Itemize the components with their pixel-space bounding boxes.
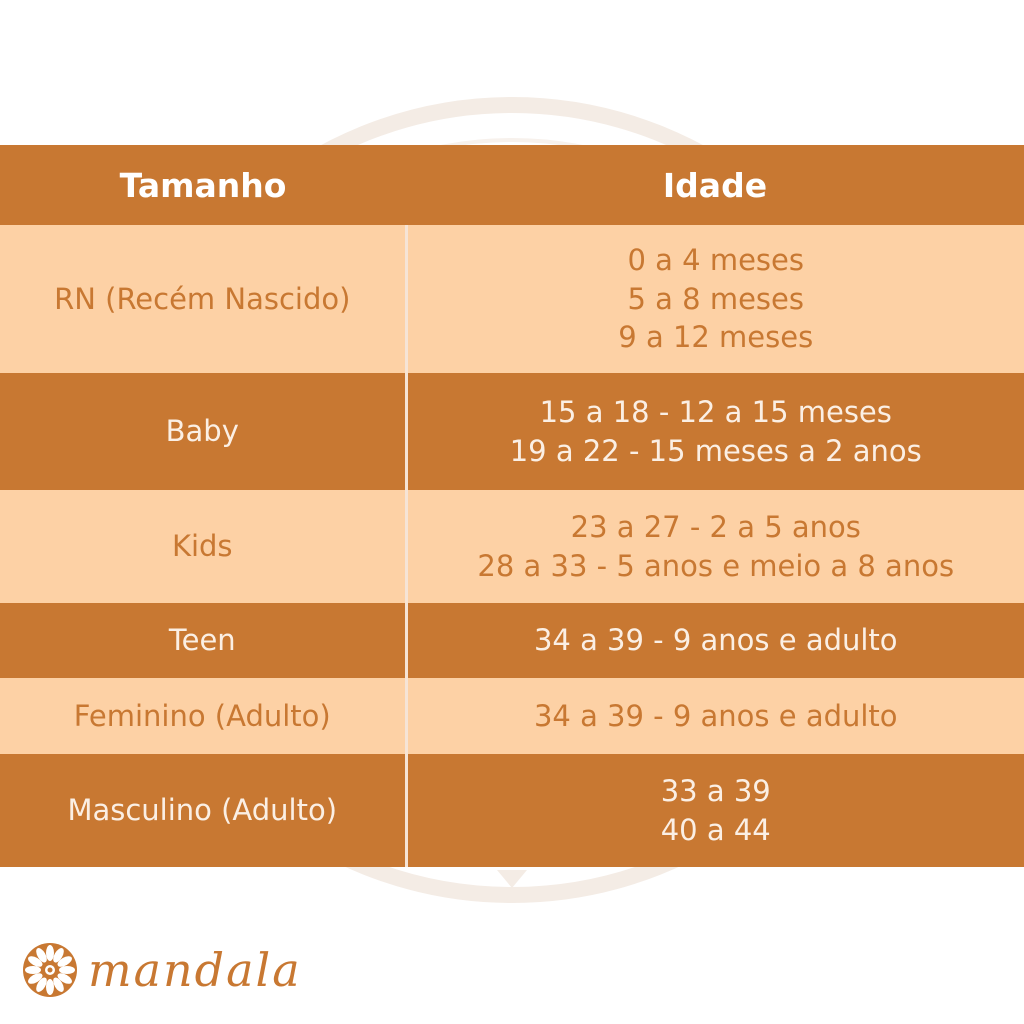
header-idade: Idade [662,165,768,205]
mandala-flower-icon [23,943,77,997]
age-line: 15 a 18 - 12 a 15 meses [539,395,892,429]
table-row: Teen 34 a 39 - 9 anos e adulto [0,603,1024,678]
age-cell: 34 a 39 - 9 anos e adulto [406,678,1024,754]
age-line: 28 a 33 - 5 anos e meio a 8 anos [477,548,955,583]
size-chart-table: Tamanho Idade RN (Recém Nascido) 0 a 4 m… [0,145,1024,867]
table-row: Masculino (Adulto) 33 a 39 40 a 44 [0,754,1024,867]
brand-name: mandala [88,943,302,997]
table-row: Baby 15 a 18 - 12 a 15 meses 19 a 22 - 1… [0,373,1024,490]
table-row: Feminino (Adulto) 34 a 39 - 9 anos e adu… [0,678,1024,754]
size-cell: Teen [0,603,408,678]
age-line: 5 a 8 meses [627,281,804,316]
age-line: 19 a 22 - 15 meses a 2 anos [509,433,922,468]
age-cell: 33 a 39 40 a 44 [406,754,1024,867]
age-line: 0 a 4 meses [627,243,804,278]
age-cell: 23 a 27 - 2 a 5 anos 28 a 33 - 5 anos e … [406,490,1024,603]
age-cell: 34 a 39 - 9 anos e adulto [406,603,1024,678]
table-header-row: Tamanho Idade [0,145,1024,225]
age-cell: 15 a 18 - 12 a 15 meses 19 a 22 - 15 mes… [406,373,1024,490]
table-row: RN (Recém Nascido) 0 a 4 meses 5 a 8 mes… [0,225,1024,373]
age-line: 33 a 39 [660,774,771,808]
age-cell: 0 a 4 meses 5 a 8 meses 9 a 12 meses [406,225,1024,373]
size-cell: Kids [0,490,408,603]
size-cell: Masculino (Adulto) [0,754,408,867]
age-line: 34 a 39 - 9 anos e adulto [533,698,898,733]
table-row: Kids 23 a 27 - 2 a 5 anos 28 a 33 - 5 an… [0,490,1024,603]
age-line: 40 a 44 [660,812,771,847]
age-line: 23 a 27 - 2 a 5 anos [570,510,861,544]
age-line: 34 a 39 - 9 anos e adulto [533,623,898,658]
size-cell: RN (Recém Nascido) [0,225,408,373]
size-cell: Feminino (Adulto) [0,678,408,754]
header-tamanho: Tamanho [119,165,287,205]
size-cell: Baby [0,373,408,490]
brand-logo: mandala [22,940,302,1000]
age-line: 9 a 12 meses [618,320,814,355]
